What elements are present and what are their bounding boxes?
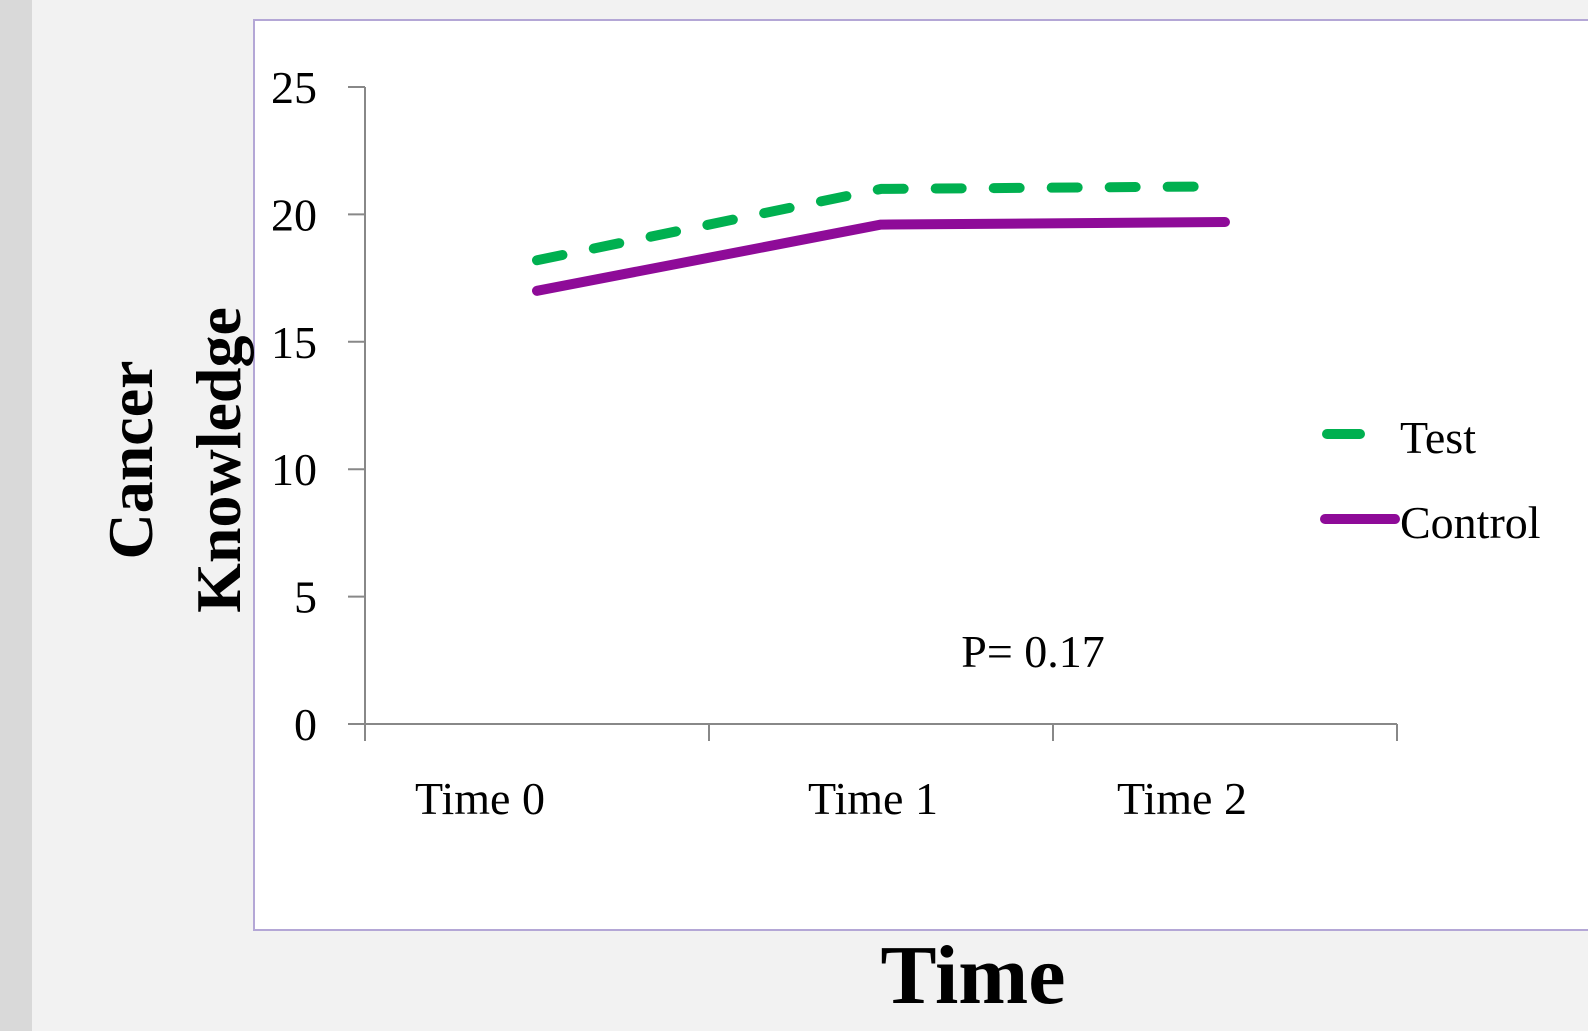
y-tick-label: 5 [294, 572, 317, 623]
x-tick-label: Time 1 [808, 773, 938, 824]
y-tick-label: 15 [271, 317, 317, 368]
y-tick-label: 25 [271, 62, 317, 113]
p-value-annotation: P= 0.17 [961, 626, 1105, 677]
x-axis-title: Time [880, 929, 1065, 1022]
legend-label-control: Control [1400, 497, 1541, 548]
y-tick-label: 10 [271, 444, 317, 495]
legend-label-test: Test [1400, 412, 1476, 463]
y-tick-label: 0 [294, 699, 317, 750]
x-tick-label: Time 0 [415, 773, 545, 824]
x-tick-label: Time 2 [1117, 773, 1247, 824]
y-axis-title-line-1: Cancer [95, 360, 166, 559]
y-axis-title: Cancer Knowledge [95, 307, 254, 613]
y-axis-title-line-2: Knowledge [183, 307, 254, 613]
y-tick-label: 20 [271, 189, 317, 240]
